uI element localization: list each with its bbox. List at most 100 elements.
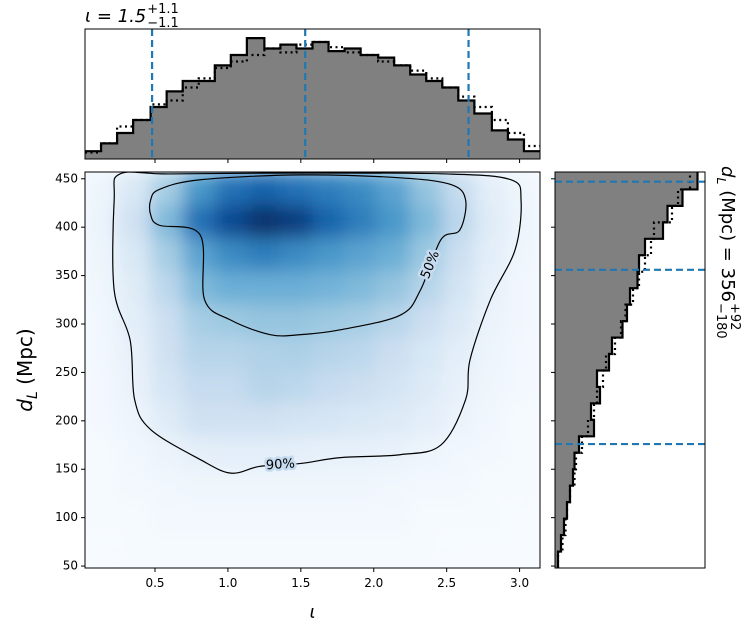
label-rest: (Mpc) = 356 [717,184,738,302]
heatmap-cell [376,270,411,305]
heatmap-cell [214,436,248,470]
heatmap-cell [85,204,118,239]
heatmap-cell [150,336,184,371]
histogram-bar [555,337,612,355]
heatmap-cell [344,172,378,206]
heatmap-cell [376,237,411,272]
heatmap-cell [506,204,540,239]
heatmap-clip [85,172,540,568]
x-tick-label: 1.5 [291,576,310,590]
histogram-bar [280,44,297,159]
histogram-bar [410,74,427,159]
heatmap-cell [506,502,540,536]
heatmap-cell [344,204,378,239]
heatmap-cell [474,535,507,568]
label-superscript: +92 [727,303,742,330]
heatmap-cell [344,502,378,536]
heatmap-cell [506,369,540,403]
heatmap-cell [506,402,540,437]
y-tick-label: 250 [55,365,78,379]
heatmap-cell [344,369,378,403]
heatmap-cell [442,402,475,437]
histogram-bar [117,133,134,159]
heatmap-cell [280,303,313,338]
histogram-bar [555,386,600,404]
histogram-bar [555,189,683,207]
label-text: dL (Mpc) = 356 [714,166,738,302]
heatmap-cell [182,237,216,272]
heatmap-cell [506,237,540,272]
histogram-bar [555,288,630,306]
y-axis-label-text: dL (Mpc) [13,328,41,411]
heatmap-cell [246,402,281,437]
histogram-bar [442,87,459,159]
histogram-bar [474,113,493,159]
heatmap-cell [182,535,216,568]
heatmap-cell [376,502,411,536]
heatmap-cell [280,402,313,437]
heatmap-cell [117,172,152,206]
heatmap-cell [150,535,184,568]
heatmap-cell [85,535,118,568]
label-base: ι = 1.5 [85,6,146,27]
heatmap-cell [344,402,378,437]
heatmap-cell [246,237,281,272]
heatmap-cell [214,502,248,536]
heatmap-cell [182,270,216,305]
heatmap-cell [214,535,248,568]
heatmap-cell [280,535,313,568]
heatmap-cell [344,237,378,272]
label-text: ι = 1.5 [85,6,146,27]
heatmap-cell [474,204,507,239]
heatmap-cell [474,502,507,536]
heatmap-cell [344,270,378,305]
histogram-bar [133,120,152,159]
y-tick-label: 350 [55,268,78,282]
histogram-bar [555,485,570,503]
heatmap-cell [410,369,443,403]
heatmap-cell [150,502,184,536]
heatmap-cell [312,469,346,503]
histogram-dotted-step [556,172,692,568]
heatmap-cell [280,237,313,272]
contour-label: 90% [265,456,295,473]
heatmap-cell [150,469,184,503]
heatmap-cell [214,336,248,371]
heatmap-cell [474,303,507,338]
histogram-bar [458,100,475,159]
histogram-bar [555,354,609,371]
histogram-bar [378,57,395,159]
histogram-bar [198,81,216,159]
heatmap-cell [506,535,540,568]
heatmap-cell [410,303,443,338]
heatmap-cell [410,336,443,371]
heatmap-cell [506,172,540,206]
heatmap-cell [214,402,248,437]
heatmap-cell [506,436,540,470]
heatmap-cell [214,270,248,305]
label-subscript: −1.1 [147,16,178,31]
x-tick-label: 3.0 [510,576,529,590]
heatmap-cell [376,535,411,568]
heatmap-cell [150,237,184,272]
heatmap-cell [474,469,507,503]
heatmap-cell [442,204,475,239]
contour-line [112,172,522,474]
heatmap-cell [85,336,118,371]
heatmap-cell [85,303,118,338]
heatmap-cell [474,402,507,437]
histogram-bar [507,139,525,159]
heatmap-cell [376,204,411,239]
heatmap-cell [117,502,152,536]
histogram-bar [555,238,645,256]
heatmap-cell [117,402,152,437]
histogram-bar [166,91,184,159]
histogram-bar [214,65,232,159]
histogram-bar [555,551,558,568]
histogram-bar [150,107,168,159]
label-rest: (Mpc) [13,328,37,391]
histogram-bar [555,222,663,240]
label-base: d [717,166,738,178]
histogram-bar [555,271,638,289]
